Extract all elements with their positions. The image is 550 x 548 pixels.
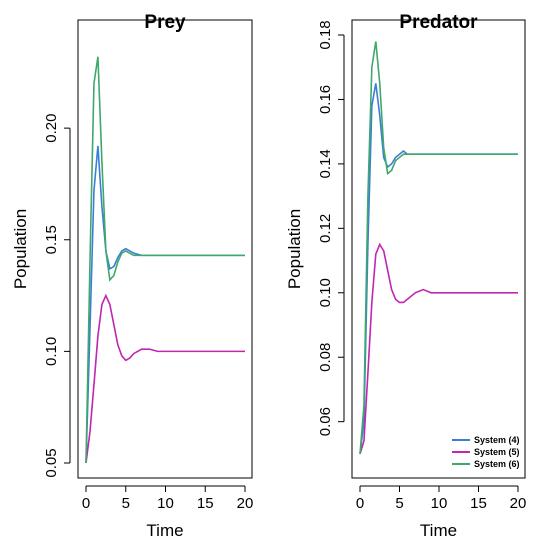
y-tick-label: 0.06 bbox=[317, 407, 334, 436]
y-tick-label: 0.10 bbox=[43, 337, 60, 366]
y-tick-label: 0.15 bbox=[43, 225, 60, 254]
y-tick-label: 0.10 bbox=[317, 278, 334, 307]
predator-chart: Predator 0 5 10 15 20 Time 0.06 0.08 0.10 0.12 0.14… bbox=[285, 12, 526, 540]
y-tick-label: 0.20 bbox=[43, 114, 60, 143]
legend: System (4) System (5) System (6) bbox=[452, 435, 520, 469]
y-tick-label: 0.05 bbox=[43, 448, 60, 477]
y-tick-label: 0.14 bbox=[317, 149, 334, 178]
x-tick-label: 20 bbox=[237, 495, 254, 512]
x-tick-label: 15 bbox=[197, 495, 214, 512]
y-axis-label: Population bbox=[285, 209, 304, 289]
series-line-3 bbox=[359, 41, 518, 454]
y-tick-label: 0.08 bbox=[317, 343, 334, 372]
x-tick-label: 15 bbox=[470, 495, 487, 512]
series-line-3 bbox=[85, 56, 245, 464]
x-tick-label: 10 bbox=[157, 495, 174, 512]
legend-label: System (6) bbox=[474, 459, 520, 469]
series-line-1 bbox=[85, 145, 245, 464]
legend-label: System (5) bbox=[474, 447, 520, 457]
series-line-2 bbox=[359, 242, 518, 455]
y-tick-label: 0.16 bbox=[317, 85, 334, 114]
x-tick-label: 0 bbox=[82, 495, 90, 512]
plot-frame bbox=[77, 19, 253, 479]
y-axis-label: Population bbox=[11, 209, 30, 289]
x-axis-label: Time bbox=[146, 521, 183, 540]
y-tick-label: 0.12 bbox=[317, 214, 334, 243]
x-tick-label: 5 bbox=[122, 495, 130, 512]
x-tick-label: 0 bbox=[356, 495, 364, 512]
prey-chart: Prey 0 5 10 15 20 Time 0.05 0.10 0.15 0.20 Populati… bbox=[11, 12, 253, 540]
series-line-2 bbox=[85, 293, 245, 464]
plot-frame bbox=[351, 19, 526, 479]
x-tick-label: 5 bbox=[395, 495, 403, 512]
legend-label: System (4) bbox=[474, 435, 520, 445]
chart-title: Predator bbox=[399, 12, 478, 33]
y-tick-label: 0.18 bbox=[317, 20, 334, 49]
x-tick-label: 10 bbox=[431, 495, 448, 512]
chart-title: Prey bbox=[144, 12, 186, 33]
x-tick-label: 20 bbox=[510, 495, 527, 512]
x-axis-label: Time bbox=[420, 521, 457, 540]
